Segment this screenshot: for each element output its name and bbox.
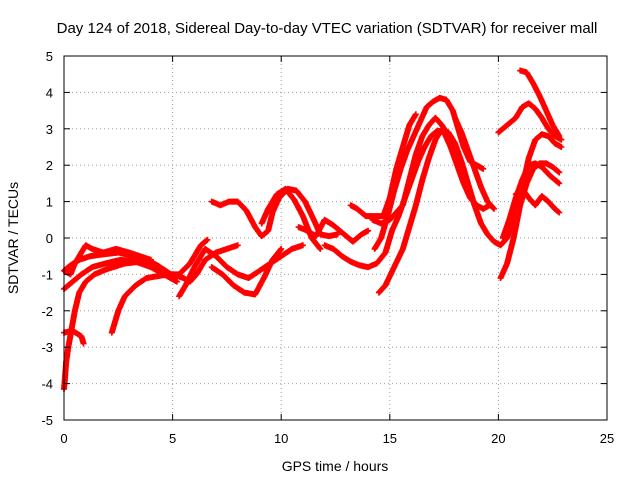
data-point-marker <box>556 133 563 140</box>
x-tick-label: 0 <box>60 431 67 446</box>
x-tick-label: 20 <box>491 431 505 446</box>
series-track-5 <box>61 242 154 278</box>
x-tick-label: 25 <box>600 431 614 446</box>
data-point-marker <box>555 208 562 215</box>
x-tick-label: 15 <box>383 431 397 446</box>
series-track-10 <box>208 185 341 240</box>
data-point-marker <box>80 340 87 347</box>
y-axis-ticks: -5 -4 -3 -2 -1 0 1 2 3 4 5 <box>41 49 607 428</box>
data-point-marker <box>278 245 285 252</box>
y-tick-label: 5 <box>46 49 53 64</box>
series-track-16 <box>371 94 487 252</box>
data-point-marker <box>556 209 563 216</box>
data-point-marker <box>480 165 487 172</box>
series-track-22 <box>495 100 565 143</box>
series-track-12 <box>295 216 372 245</box>
data-series <box>61 67 565 393</box>
y-tick-label: 1 <box>46 195 53 210</box>
data-point-marker <box>490 204 497 211</box>
data-point-marker <box>558 144 565 150</box>
x-tick-label: 5 <box>169 431 176 446</box>
series-track-21 <box>506 131 565 231</box>
x-axis-ticks: 0 5 10 15 20 25 <box>60 56 614 446</box>
x-axis-label: GPS time / hours <box>282 458 389 474</box>
data-point-marker <box>412 111 419 118</box>
y-tick-label: 3 <box>46 122 53 137</box>
y-tick-label: -3 <box>41 340 53 355</box>
series-track-23 <box>517 67 563 140</box>
series-track-4 <box>61 327 87 347</box>
data-point-marker <box>317 245 324 252</box>
y-tick-label: 4 <box>46 85 53 100</box>
data-point-marker <box>491 205 498 212</box>
y-tick-label: -5 <box>41 413 53 428</box>
data-point-marker <box>204 236 211 243</box>
data-point-marker <box>365 227 372 234</box>
y-tick-label: -2 <box>41 304 53 319</box>
data-point-marker <box>555 179 562 186</box>
series-track-24 <box>512 185 563 216</box>
data-point-marker <box>173 278 180 285</box>
data-point-marker <box>558 136 565 143</box>
series-track-17 <box>375 125 524 296</box>
y-tick-label: -4 <box>41 377 53 392</box>
data-point-marker <box>299 242 306 249</box>
y-tick-label: 2 <box>46 158 53 173</box>
y-tick-label: -1 <box>41 267 53 282</box>
series-track-9 <box>208 245 285 298</box>
y-axis-label: SDTVAR / TECUs <box>5 182 21 294</box>
x-tick-label: 10 <box>274 431 288 446</box>
data-point-marker <box>556 180 563 187</box>
series-track-7 <box>169 242 241 285</box>
data-point-marker <box>556 169 563 176</box>
data-point-marker <box>234 242 241 249</box>
chart-title: Day 124 of 2018, Sidereal Day-to-day VTE… <box>57 20 598 37</box>
series-track-8 <box>176 242 306 300</box>
y-tick-label: 0 <box>46 231 53 246</box>
series-track-18 <box>451 114 498 212</box>
series-track-6 <box>108 236 211 336</box>
data-point-marker <box>147 256 154 263</box>
